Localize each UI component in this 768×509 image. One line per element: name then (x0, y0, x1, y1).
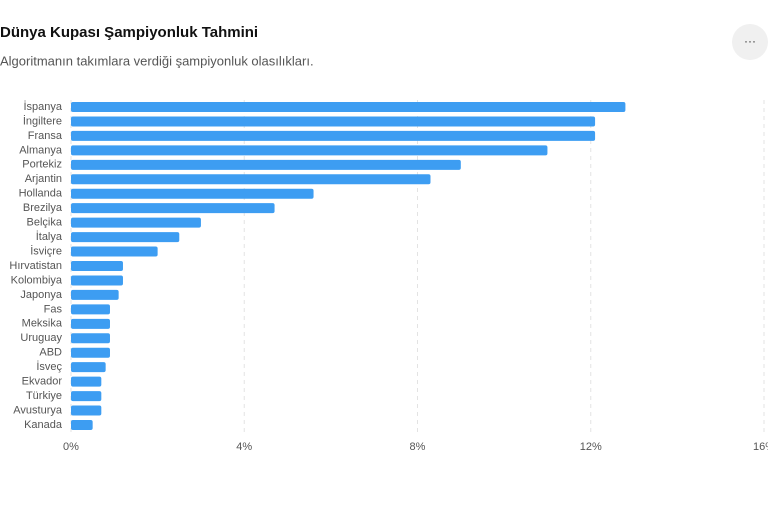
x-tick-label: 16% (753, 441, 768, 453)
y-tick-label: İspanya (23, 100, 62, 113)
bar (71, 232, 180, 243)
bar (71, 116, 596, 127)
menu-icon[interactable]: ··· (744, 34, 756, 48)
y-tick-label: Kolombiya (11, 274, 63, 286)
chart-subtitle: Algoritmanın takımlara verdiği şampiyonl… (0, 53, 314, 68)
bar (71, 246, 158, 257)
bar (71, 203, 275, 214)
x-tick-label: 8% (410, 441, 426, 453)
bar (71, 159, 461, 170)
x-tick-label: 0% (63, 441, 79, 453)
bar (71, 420, 93, 430)
y-tick-label: İsveç (36, 360, 62, 373)
y-tick-label: İsviçre (30, 244, 62, 257)
y-tick-label: Meksika (22, 318, 63, 330)
bar (71, 333, 110, 344)
bar (71, 318, 110, 329)
y-tick-label: Uruguay (20, 332, 62, 344)
bar (71, 217, 201, 228)
bar (71, 102, 626, 112)
y-tick-label: Hollanda (19, 188, 63, 200)
bar (71, 405, 102, 416)
y-tick-label: Hırvatistan (9, 260, 62, 272)
bar (71, 275, 123, 286)
y-tick-label: Avusturya (13, 404, 63, 416)
x-tick-label: 12% (580, 441, 602, 453)
y-tick-label: İngiltere (23, 114, 62, 127)
y-tick-label: Türkiye (26, 390, 62, 402)
y-tick-label: Brezilya (23, 202, 63, 214)
bar (71, 261, 123, 271)
y-tick-label: Ekvador (22, 376, 63, 388)
bar (71, 174, 431, 185)
y-tick-label: Kanada (24, 419, 63, 431)
y-tick-label: ABD (39, 347, 62, 359)
menu-button[interactable] (732, 24, 768, 60)
y-tick-label: Almanya (19, 144, 63, 156)
y-tick-label: Fransa (28, 130, 63, 142)
bar (71, 347, 110, 358)
y-tick-label: Arjantin (25, 173, 62, 185)
y-tick-label: Fas (44, 303, 63, 315)
bar (71, 145, 548, 156)
y-tick-label: İtalya (36, 230, 63, 243)
bar (71, 391, 102, 402)
bar (71, 289, 119, 300)
y-tick-label: Japonya (20, 289, 62, 301)
chart-title: Dünya Kupası Şampiyonluk Tahmini (0, 24, 258, 41)
bar (71, 362, 106, 373)
bar (71, 188, 314, 199)
bar (71, 304, 110, 315)
y-tick-label: Belçika (27, 217, 63, 229)
y-tick-label: Portekiz (22, 159, 62, 171)
x-tick-label: 4% (236, 441, 252, 453)
bar (71, 130, 596, 141)
bar (71, 376, 102, 387)
